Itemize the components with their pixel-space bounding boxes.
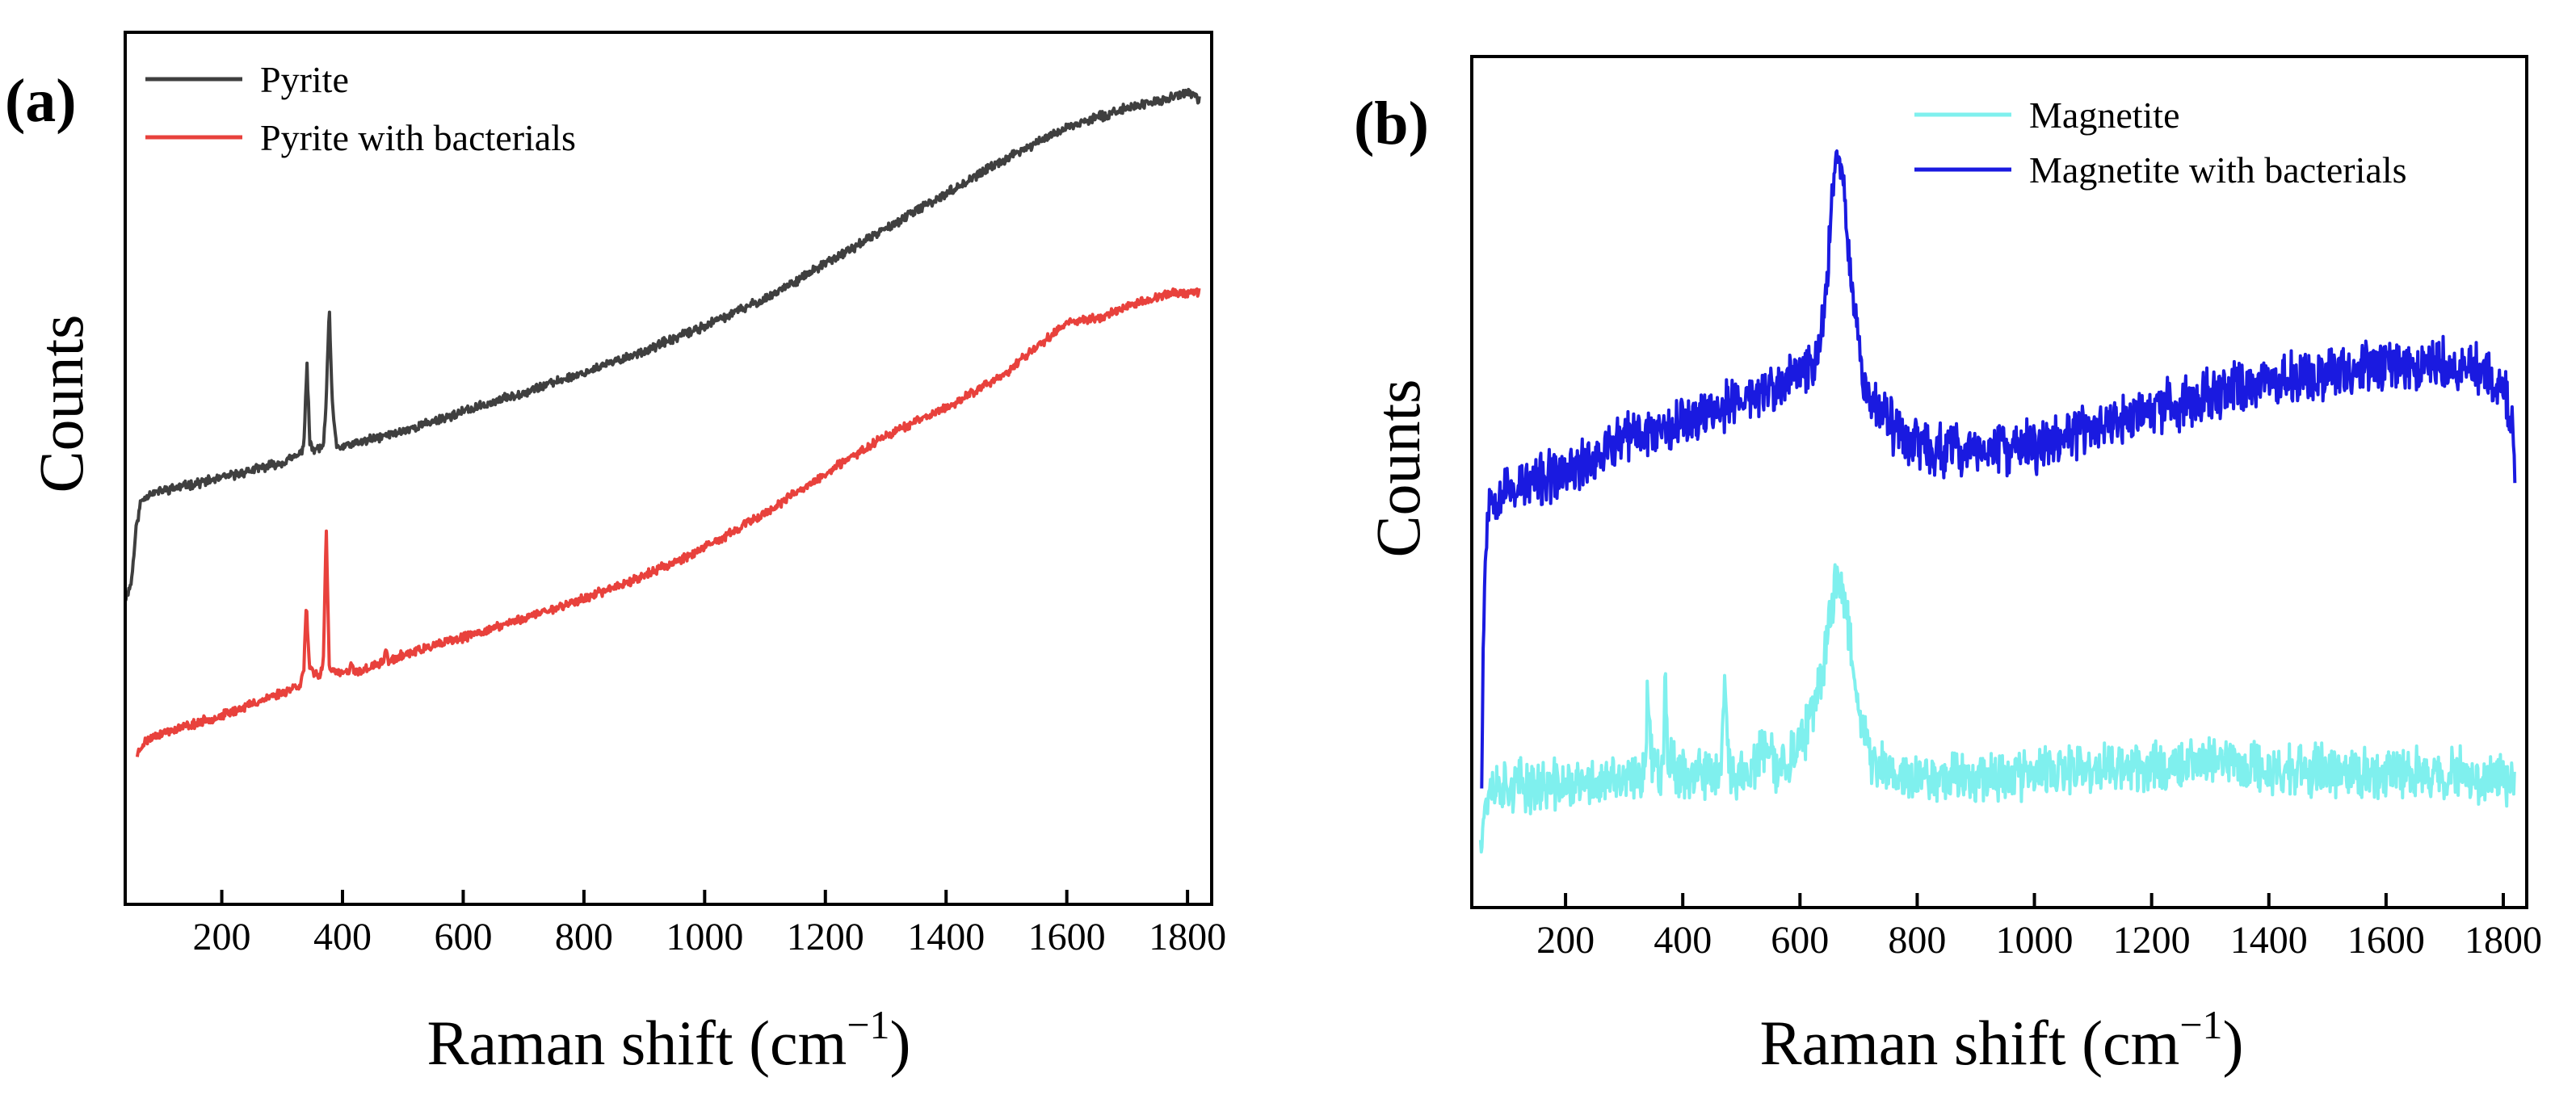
x-tick-label-a-1000: 1000 <box>666 916 743 958</box>
series-layer-b <box>1478 149 2517 854</box>
x-axis-title-b: Raman shift (cm−1) <box>1759 1002 2243 1078</box>
x-tick-label-a-1200: 1200 <box>787 916 864 958</box>
x-tick-label-b-400: 400 <box>1654 919 1712 962</box>
series-line-b-0 <box>1478 563 2516 854</box>
legend-label-magnetite-bacterials: Magnetite with bacterials <box>2029 149 2407 191</box>
x-tick-label-a-1600: 1600 <box>1028 916 1106 958</box>
x-tick-label-b-1000: 1000 <box>1996 919 2074 962</box>
series-line-a-0 <box>124 87 1201 602</box>
plot-frame-a <box>124 31 1213 906</box>
x-tick-label-b-1800: 1800 <box>2465 919 2542 962</box>
series-layer-a <box>124 87 1201 757</box>
x-tick-label-b-1200: 1200 <box>2113 919 2191 962</box>
legend-label-pyrite-bacterials: Pyrite with bacterials <box>260 117 576 158</box>
legend-label-magnetite: Magnetite <box>2029 94 2180 136</box>
x-tick-label-b-1600: 1600 <box>2347 919 2425 962</box>
x-tick-label-a-1800: 1800 <box>1149 916 1226 958</box>
legend-label-pyrite: Pyrite <box>260 59 349 100</box>
x-ticks-a: 200 400 600 800 1000 1200 1400 1600 1800 <box>193 890 1226 958</box>
y-axis-title-b: Counts <box>1363 379 1433 557</box>
panel-label-a: (a) <box>5 67 77 135</box>
x-axis-title-a: Raman shift (cm−1) <box>427 1002 910 1078</box>
series-line-a-1 <box>135 287 1201 757</box>
x-tick-label-b-1400: 1400 <box>2230 919 2308 962</box>
plot-frame-b <box>1470 55 2528 909</box>
x-tick-label-a-1400: 1400 <box>907 916 985 958</box>
x-tick-label-a-200: 200 <box>193 916 251 958</box>
panel-b: (b) 200 400 600 800 1000 1200 1400 1600 1800 Cou… <box>1354 55 2542 1078</box>
x-tick-label-b-800: 800 <box>1888 919 1946 962</box>
panel-label-b: (b) <box>1354 90 1429 157</box>
x-tick-label-a-800: 800 <box>555 916 613 958</box>
legend-b: Magnetite Magnetite with bacterials <box>1914 94 2407 191</box>
y-axis-title-a: Counts <box>26 314 96 493</box>
legend-a: Pyrite Pyrite with bacterials <box>145 59 576 158</box>
x-tick-label-a-400: 400 <box>313 916 372 958</box>
x-tick-label-a-600: 600 <box>434 916 492 958</box>
x-ticks-b: 200 400 600 800 1000 1200 1400 1600 1800 <box>1536 893 2542 962</box>
x-tick-label-b-200: 200 <box>1536 919 1595 962</box>
panel-a: (a) 200 400 600 800 1000 1200 1400 1600 1800 Cou… <box>5 31 1226 1078</box>
series-line-b-1 <box>1480 149 2517 789</box>
x-tick-label-b-600: 600 <box>1771 919 1829 962</box>
